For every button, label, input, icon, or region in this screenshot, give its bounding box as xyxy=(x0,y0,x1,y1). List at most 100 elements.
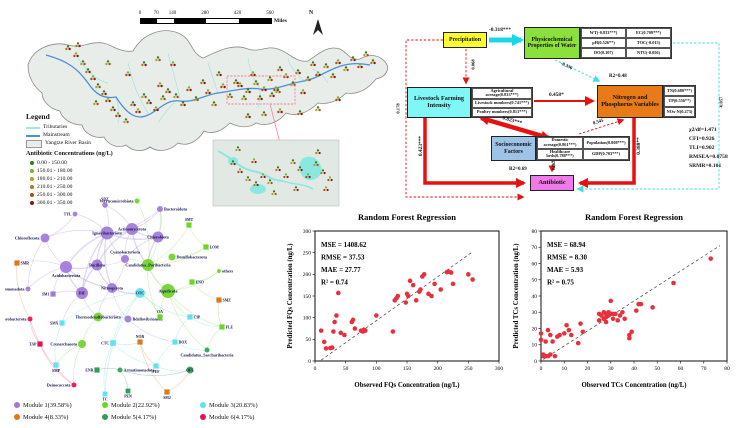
sample-site-marker xyxy=(330,73,336,79)
network-edge xyxy=(155,365,191,372)
network-node: SMR xyxy=(14,260,29,266)
scalebar-tick: 560 xyxy=(266,11,274,16)
module-legend: Module 1(39.58%) Module 2(22.92%) Module 3… xyxy=(14,399,282,423)
sem-indicator-cell: NOx-N(0.273) xyxy=(664,106,695,117)
node-label: DOX xyxy=(179,340,188,344)
sem-table-socioeconomic: Domestic acreage(0.861***) Population(0.8… xyxy=(536,136,630,161)
scatter-point xyxy=(568,332,574,338)
scatter-point xyxy=(418,287,423,292)
x-axis-label: Observed TCs Concentration (ng/L) xyxy=(581,382,686,389)
sample-site-marker xyxy=(300,89,306,95)
path-label-socio-antibiotic: 0.062 xyxy=(551,160,557,171)
node-label: Thermodesulfobacteriota xyxy=(75,314,121,319)
network-node: Armatimonadota xyxy=(117,367,155,373)
network-edge xyxy=(112,341,141,346)
module-legend-item: Module 5(4.17%) xyxy=(102,411,200,423)
sem-indicator-cell: Healthcare beds(0.788***) xyxy=(537,148,583,160)
node-label: ENR xyxy=(85,368,93,372)
sem-indicator-cell: GDP(0.703***) xyxy=(583,148,629,160)
network-node: Acidobacteriota xyxy=(52,261,81,278)
scatter-point xyxy=(407,278,413,284)
sample-site-marker xyxy=(130,101,136,107)
inset-indicator-rect xyxy=(226,75,296,105)
sample-site-marker xyxy=(293,186,299,192)
sample-site-marker xyxy=(267,179,273,185)
x-tick-label: 150 xyxy=(403,366,412,372)
scatter-point xyxy=(450,281,456,287)
sample-site-marker xyxy=(105,97,111,103)
sample-site-marker xyxy=(75,42,81,48)
scalebar-tick: 420 xyxy=(233,11,242,16)
legend-item: Mainstream xyxy=(26,132,146,140)
plot-border xyxy=(540,230,728,362)
node-label: Deinococcota xyxy=(47,382,72,387)
network-node: ENO xyxy=(189,279,204,285)
sample-site-marker xyxy=(245,113,251,119)
sample-site-marker xyxy=(257,95,263,101)
node-label: TC xyxy=(102,398,108,402)
network-edge xyxy=(29,318,75,386)
network-node: Bacteroidota xyxy=(157,206,188,212)
scatter-point xyxy=(634,308,639,313)
network-node: ENR xyxy=(85,367,100,373)
scatter-point xyxy=(613,311,618,317)
sample-site-marker xyxy=(269,92,275,98)
scalebar-bar xyxy=(140,18,272,24)
sample-site-marker xyxy=(110,106,116,112)
sample-site-marker xyxy=(73,52,79,58)
node-label: Candidatus_Poribacteria xyxy=(125,262,171,267)
fit-line xyxy=(543,245,721,360)
network-node: SMT xyxy=(185,218,194,228)
node-label: Bdellovibrionota xyxy=(133,316,164,321)
sem-table-nitrogen: TN(0.680***) TP(0.556**) NOx-N(0.273) xyxy=(663,85,696,118)
legend-concentration-title: Antibiotic Concentrations (ng/L) xyxy=(26,150,113,158)
sample-site-marker xyxy=(180,101,186,107)
sample-site-marker xyxy=(165,88,171,94)
sample-site-marker xyxy=(141,61,147,67)
network-edge xyxy=(16,262,31,320)
scatter-point xyxy=(615,318,621,323)
sem-indicator-cell: Poultry numbers(0.813***) xyxy=(472,107,532,117)
scatter-point xyxy=(561,331,567,336)
cooccurrence-network-panel: Verrucomicrobiota Bacteroidota SDZ TYL Chlor… xyxy=(5,198,234,402)
scatter-point xyxy=(548,332,553,338)
scatter-point xyxy=(336,290,341,296)
sem-fit-statistics: χ2/df=1.471 CFI=0.926 TLI=0.902 RMSEA=0.075… xyxy=(689,126,728,171)
sample-site-marker xyxy=(297,166,303,172)
x-tick-label: 50 xyxy=(343,366,349,372)
scatter-point xyxy=(627,332,632,338)
sample-site-marker xyxy=(93,100,99,106)
network-edge xyxy=(29,318,41,345)
sem-box-antibiotic: Antibiotic xyxy=(530,175,574,191)
module-legend-item: Module 4(8.33%) xyxy=(14,411,102,423)
sample-site-marker xyxy=(323,186,329,192)
sample-site-marker xyxy=(115,112,121,118)
scatter-point xyxy=(331,329,336,334)
y-tick-label: 200 xyxy=(303,272,312,278)
concentration-class: 180.01 - 210.00 xyxy=(26,175,146,183)
network-node: FLE xyxy=(219,324,233,330)
scatter-point xyxy=(466,272,471,277)
network-node: PEF xyxy=(152,363,160,374)
concentration-class: 300.01 - 350.00 xyxy=(26,199,146,207)
network-node: LOM xyxy=(203,244,219,250)
node-label: TAP xyxy=(29,342,37,346)
network-node: Bacillota xyxy=(89,259,106,271)
inset-sample-sites xyxy=(230,146,333,196)
sample-site-marker xyxy=(220,83,226,89)
sample-site-marker xyxy=(277,66,283,72)
sample-site-marker xyxy=(277,108,283,114)
scatter-point xyxy=(432,281,437,287)
sample-site-marker xyxy=(205,89,211,95)
y-tick-label: 250 xyxy=(303,250,312,256)
scatter-point xyxy=(421,272,427,277)
sample-site-marker xyxy=(363,51,369,57)
sem-box-precipitation: Precipitation xyxy=(443,32,487,48)
sample-site-marker xyxy=(261,111,267,117)
node-label: SMT xyxy=(185,218,194,222)
sample-site-marker xyxy=(233,79,239,85)
scatter-point xyxy=(405,293,411,299)
y-tick-label: 50 xyxy=(532,278,538,284)
concentration-class: 0.00 - 150.00 xyxy=(26,159,146,167)
